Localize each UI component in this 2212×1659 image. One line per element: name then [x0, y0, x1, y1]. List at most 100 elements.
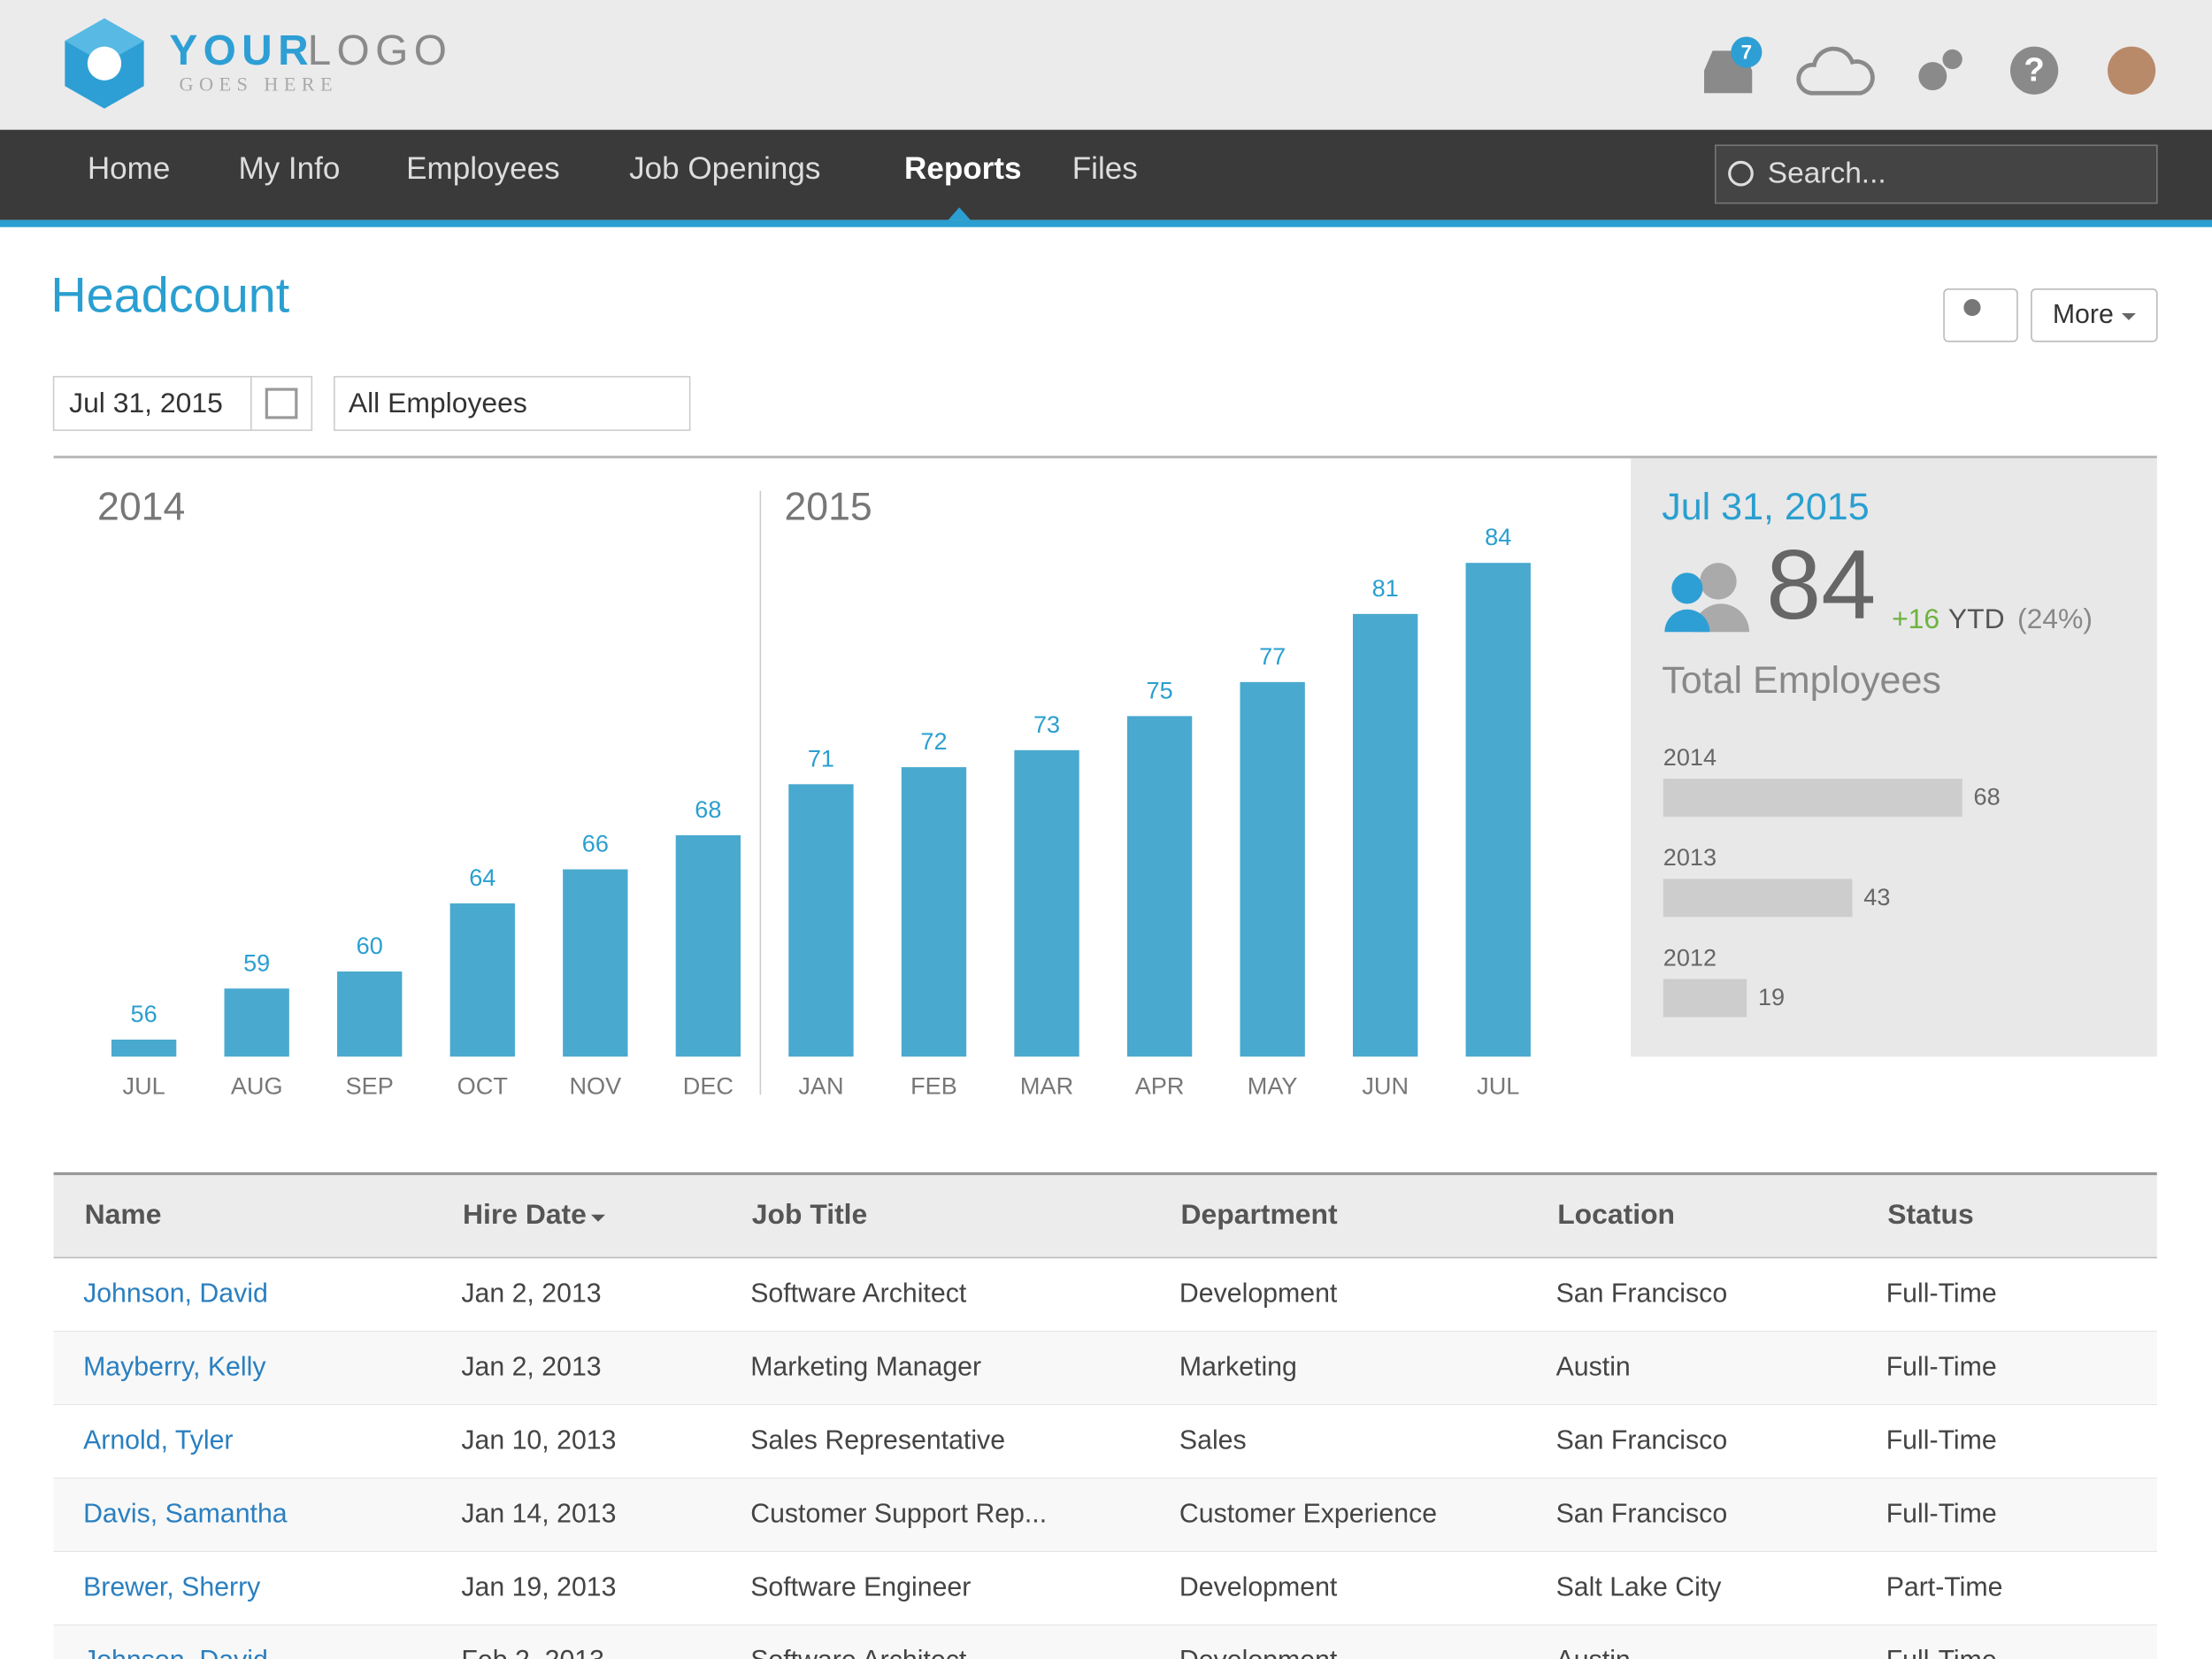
nav-item[interactable]: Job Openings	[629, 151, 820, 186]
bar-value-label: 66	[582, 830, 609, 857]
logo-secondary: LOGO	[308, 27, 453, 74]
table-cell: San Francisco	[1556, 1499, 1728, 1528]
table-cell: Sales	[1179, 1425, 1247, 1455]
bar	[902, 767, 966, 1056]
ytd-label: YTD	[1948, 603, 2005, 634]
column-header[interactable]: Department	[1181, 1198, 1339, 1230]
user-avatar[interactable]	[2108, 47, 2155, 95]
bar-value-label: 81	[1372, 574, 1399, 602]
table-row[interactable]	[54, 1625, 2157, 1659]
table-row[interactable]	[54, 1479, 2157, 1552]
table-cell: Marketing	[1179, 1353, 1297, 1382]
table-cell: Part-Time	[1886, 1572, 2003, 1601]
nav-item[interactable]: Reports	[904, 151, 1021, 186]
x-tick-label: AUG	[231, 1071, 283, 1099]
employee-link[interactable]: Davis, Samantha	[83, 1499, 288, 1528]
year-label: 2015	[784, 485, 872, 528]
summary-date: Jul 31, 2015	[1662, 486, 1869, 528]
table-cell: Full-Time	[1886, 1279, 1997, 1309]
bar	[788, 784, 853, 1056]
search-placeholder: Search...	[1768, 157, 1886, 190]
table-cell: Customer Support Rep...	[750, 1499, 1047, 1528]
history-value: 68	[1974, 783, 2001, 810]
table-cell: Salt Lake City	[1556, 1572, 1723, 1601]
history-year: 2012	[1663, 943, 1717, 971]
history-value: 19	[1758, 983, 1785, 1010]
table-cell: Customer Experience	[1179, 1499, 1437, 1528]
employee-link[interactable]: Arnold, Tyler	[83, 1425, 233, 1455]
bar-value-label: 68	[695, 795, 721, 823]
employee-link[interactable]: Brewer, Sherry	[83, 1572, 261, 1601]
table-cell: Software Architect	[750, 1646, 967, 1659]
table-row[interactable]	[54, 1552, 2157, 1625]
table-row[interactable]	[54, 1405, 2157, 1479]
x-tick-label: APR	[1135, 1071, 1185, 1099]
x-tick-label: DEC	[683, 1071, 733, 1099]
ytd-change: +16	[1892, 603, 1939, 634]
bar-value-label: 56	[131, 1000, 157, 1027]
notification-count: 7	[1741, 41, 1752, 63]
employee-link[interactable]: Johnson, David	[83, 1646, 268, 1659]
x-tick-label: SEP	[346, 1071, 394, 1099]
employee-link[interactable]: Johnson, David	[83, 1279, 268, 1309]
bar-value-label: 73	[1033, 710, 1060, 738]
column-header[interactable]: Hire Date	[463, 1198, 587, 1230]
table-header	[54, 1174, 2157, 1259]
bar-value-label: 60	[357, 932, 383, 959]
table-row[interactable]	[54, 1258, 2157, 1332]
table-cell: Full-Time	[1886, 1499, 1997, 1528]
table-row[interactable]	[54, 1332, 2157, 1405]
bar	[563, 870, 627, 1057]
x-tick-label: JUL	[1477, 1071, 1519, 1099]
table-cell: Full-Time	[1886, 1646, 1997, 1659]
bar-value-label: 72	[920, 727, 947, 755]
bar	[676, 835, 741, 1056]
history-value: 43	[1863, 883, 1890, 910]
year-label: 2014	[97, 485, 185, 528]
table-cell: Development	[1179, 1279, 1338, 1309]
column-header[interactable]: Status	[1887, 1198, 1973, 1230]
bar	[225, 988, 289, 1056]
bar	[1127, 716, 1192, 1056]
table-cell: Jan 19, 2013	[461, 1572, 616, 1601]
logo-hole	[88, 47, 121, 81]
x-tick-label: JUL	[123, 1071, 165, 1099]
nav-item[interactable]: Employees	[406, 151, 559, 186]
history-bar	[1663, 879, 1853, 917]
column-header[interactable]: Location	[1557, 1198, 1675, 1230]
table-cell: Austin	[1556, 1353, 1631, 1382]
icon-help[interactable]: ?	[2010, 47, 2058, 95]
column-header[interactable]: Job Title	[752, 1198, 867, 1230]
table-cell: Marketing Manager	[750, 1353, 981, 1382]
table-cell: Jan 10, 2013	[461, 1425, 616, 1455]
history-bar	[1663, 779, 1962, 817]
bar	[450, 903, 515, 1056]
table-cell: Austin	[1556, 1646, 1631, 1659]
table-cell: San Francisco	[1556, 1279, 1728, 1309]
logo-primary: YOUR	[169, 27, 314, 74]
table-cell: Jan 2, 2013	[461, 1353, 601, 1382]
x-tick-label: OCT	[457, 1071, 508, 1099]
table-cell: Development	[1179, 1646, 1338, 1659]
logo-tagline: GOES HERE	[179, 73, 338, 95]
table-cell: Jan 14, 2013	[461, 1499, 616, 1528]
nav-item[interactable]: My Info	[238, 151, 340, 186]
employee-link[interactable]: Mayberry, Kelly	[83, 1353, 266, 1382]
date-filter: Jul 31, 2015	[69, 387, 223, 419]
table-cell: Software Engineer	[750, 1572, 971, 1601]
total-count: 84	[1766, 529, 1876, 640]
history-year: 2013	[1663, 843, 1717, 871]
bar-value-label: 77	[1259, 642, 1286, 670]
table-cell: San Francisco	[1556, 1425, 1728, 1455]
nav-item[interactable]: Home	[88, 151, 171, 186]
table-cell: Sales Representative	[750, 1425, 1005, 1455]
bar-value-label: 64	[469, 864, 495, 891]
nav-item[interactable]: Files	[1072, 151, 1138, 186]
bar	[1014, 750, 1079, 1056]
x-tick-label: FEB	[910, 1071, 957, 1099]
add-employee-button[interactable]	[1944, 289, 2017, 342]
column-header[interactable]: Name	[85, 1198, 162, 1230]
bar-value-label: 75	[1147, 676, 1173, 703]
table-cell: Full-Time	[1886, 1353, 1997, 1382]
